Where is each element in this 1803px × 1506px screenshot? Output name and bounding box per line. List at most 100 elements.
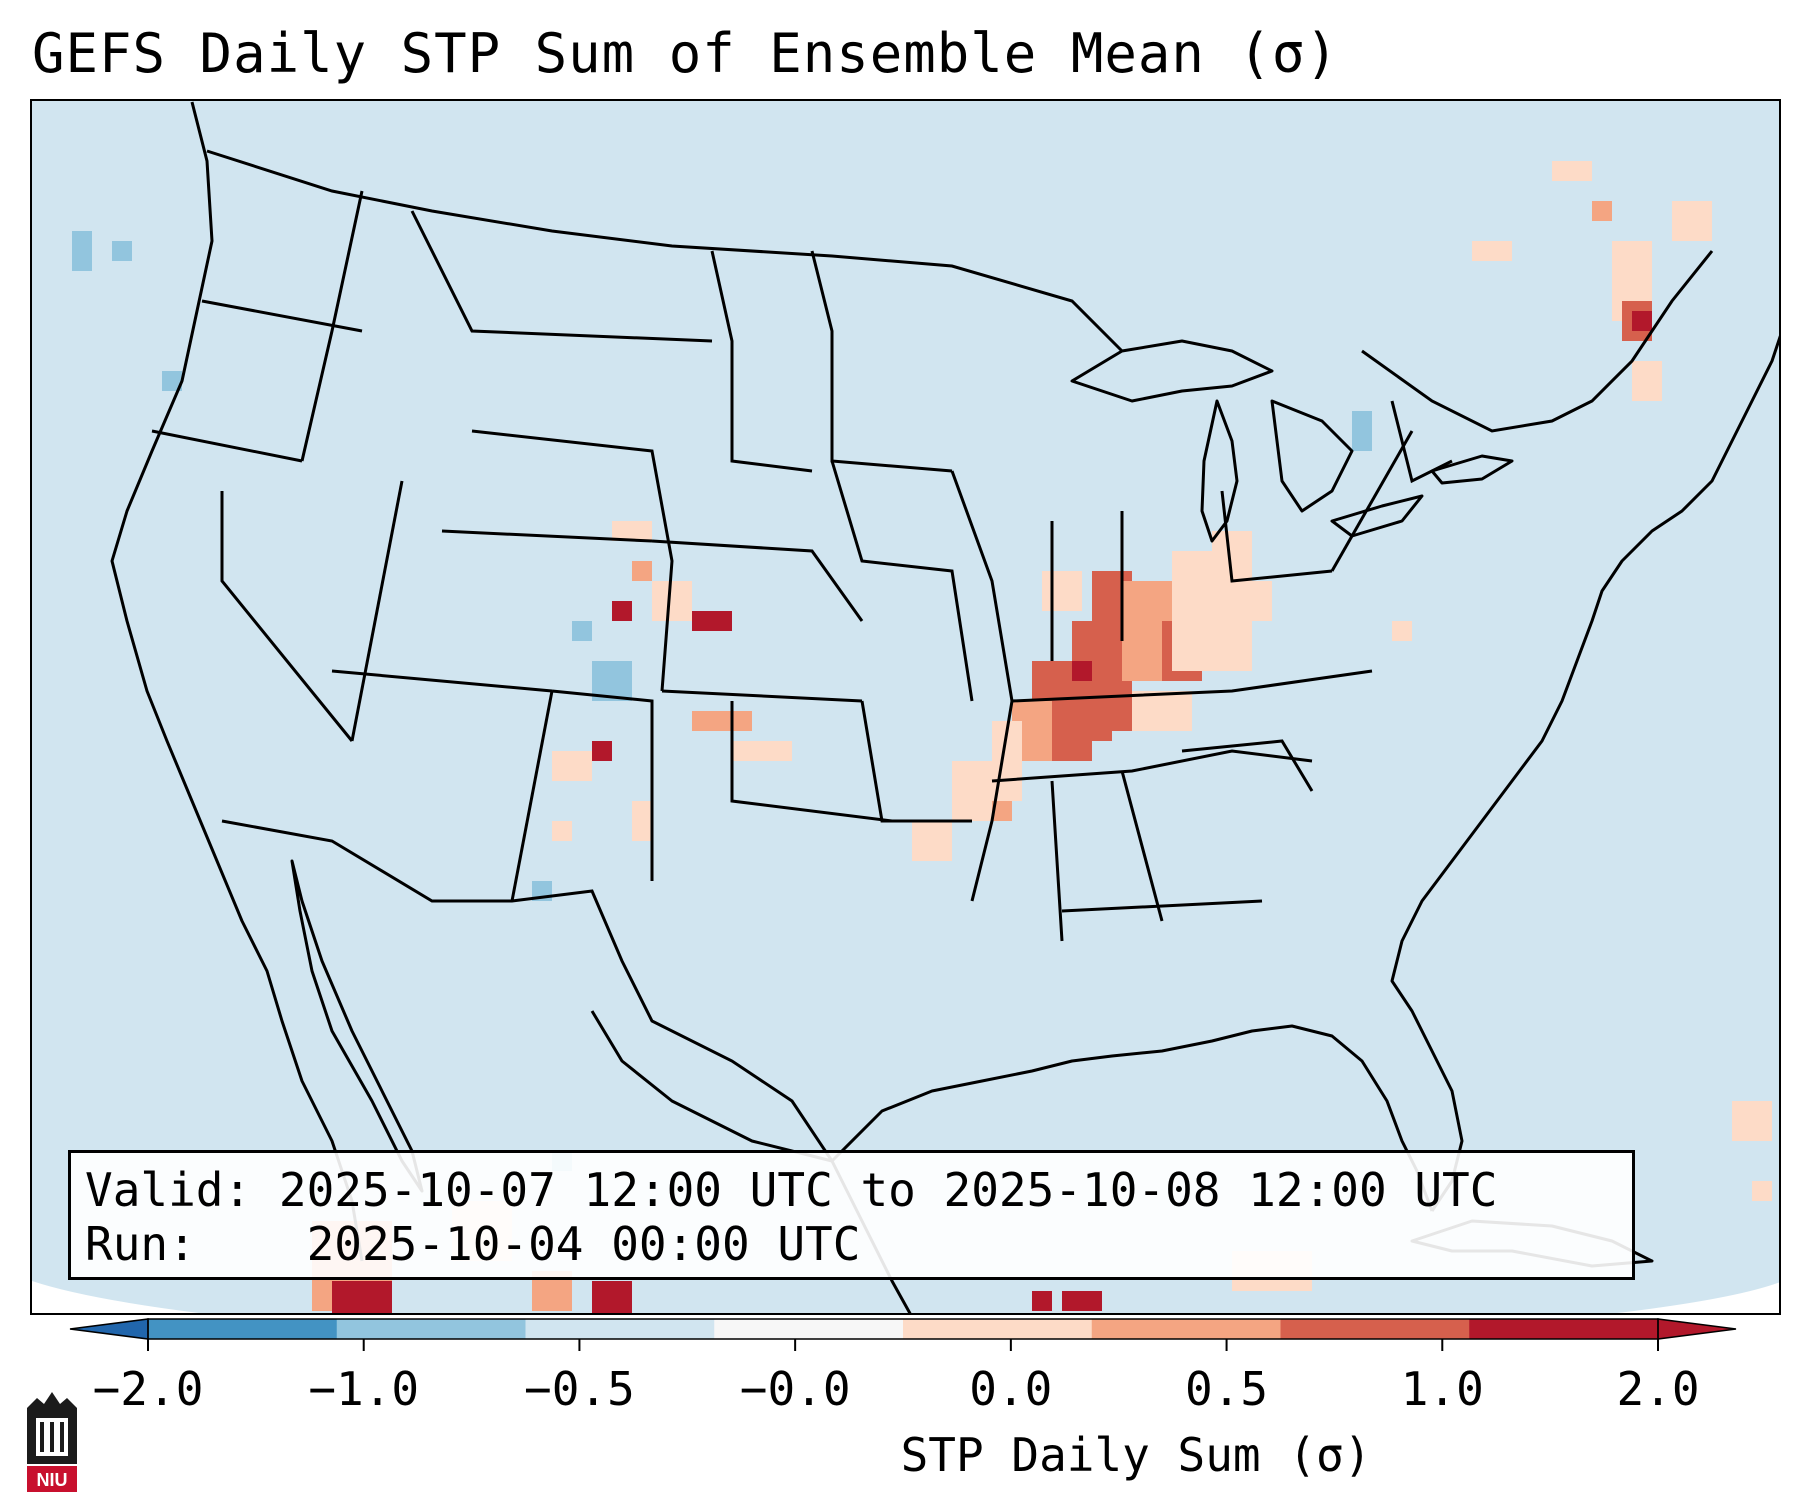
coastlines — [110, 101, 1779, 1313]
stp-cell — [1592, 201, 1612, 221]
conus-map — [32, 101, 1779, 1313]
stp-cell — [1632, 311, 1652, 331]
border-wa-or — [201, 299, 363, 333]
border-co — [471, 429, 674, 692]
colorbar-label: STP Daily Sum (σ) — [900, 1428, 1372, 1482]
border-or-ca — [151, 429, 303, 463]
stp-cell — [162, 371, 182, 391]
stp-cell — [1042, 571, 1082, 611]
border-sc-nc — [1181, 739, 1314, 792]
colorbar-segments — [148, 1319, 1659, 1339]
border-ny — [1330, 430, 1414, 572]
stp-cell — [552, 821, 572, 841]
colorbar-segment — [148, 1319, 338, 1339]
niu-logo: NIU — [27, 1392, 77, 1492]
stp-cell — [1062, 1291, 1102, 1311]
border-ks-ok — [661, 689, 863, 703]
lake-ontario — [1430, 454, 1514, 485]
stp-cell — [612, 521, 652, 541]
stp-cell — [1552, 161, 1592, 181]
stp-cell — [992, 801, 1012, 821]
stp-cell — [332, 1281, 392, 1313]
colorbar-tick-label: 1.0 — [1400, 1362, 1484, 1416]
lake-erie — [1330, 494, 1424, 538]
stp-cell — [1132, 691, 1192, 731]
run-label: Run: — [85, 1217, 196, 1271]
map-title: GEFS Daily STP Sum of Ensemble Mean (σ) — [32, 22, 1339, 85]
colorbar-segment — [336, 1319, 526, 1339]
border-az-nm — [510, 690, 554, 902]
stp-cell — [72, 231, 92, 271]
stp-cell — [572, 621, 592, 641]
map-panel[interactable] — [30, 99, 1781, 1315]
lake-michigan — [1200, 399, 1239, 543]
niu-logo-text: NIU — [37, 1470, 68, 1490]
stp-cell — [1672, 201, 1712, 241]
pacific-coast — [110, 101, 364, 1262]
stp-cell — [1632, 361, 1662, 401]
colorbar-tick-label: 0.0 — [969, 1362, 1053, 1416]
valid-label: Valid: — [85, 1163, 252, 1217]
border-ut-az — [331, 669, 553, 693]
border-oh-pa — [1220, 490, 1333, 583]
stp-cell — [732, 741, 792, 761]
valid-text: 2025-10-07 12:00 UTC to 2025-10-08 12:00… — [278, 1163, 1498, 1217]
colorbar-tick-label: 2.0 — [1616, 1362, 1700, 1416]
canada-border-east — [1361, 250, 1714, 433]
colorbar — [69, 1318, 1737, 1351]
colorbar-ticks — [147, 1339, 1659, 1351]
stp-cell — [552, 751, 592, 781]
border-ky-tn — [1011, 669, 1373, 703]
border-id — [300, 190, 364, 462]
colorbar-extend-high — [1657, 1318, 1737, 1340]
atlantic-coast — [1390, 335, 1779, 1212]
stp-cell — [112, 241, 132, 261]
border-mn — [810, 250, 953, 473]
colorbar-segment — [714, 1319, 904, 1339]
border-ne-ks — [651, 539, 864, 622]
border-wy-co — [441, 529, 653, 543]
stp-cell — [1072, 661, 1092, 681]
border-ms-al — [1050, 780, 1064, 942]
state-borders — [151, 149, 1714, 1162]
canada-border — [206, 149, 1124, 353]
stp-cell — [592, 1281, 632, 1313]
border-ia-mo — [830, 460, 974, 702]
border-dakotas — [710, 250, 813, 473]
mexico-border — [221, 819, 834, 1162]
colorbar-segment — [1469, 1319, 1659, 1339]
projection-fill — [32, 101, 1779, 1313]
border-ca-nv — [220, 491, 354, 742]
border-ok-tx — [730, 701, 893, 823]
stp-cell — [632, 801, 652, 841]
colorbar-tick-label: −0.0 — [739, 1362, 851, 1416]
stp-cell — [1212, 531, 1252, 571]
lake-superior — [1070, 339, 1274, 403]
border-ne-states — [1390, 400, 1453, 484]
gulf-coast — [590, 1010, 1434, 1212]
stp-cell — [612, 601, 632, 621]
border-nv-ut — [350, 480, 404, 742]
lake-huron — [1270, 399, 1354, 513]
colorbar-segment — [903, 1319, 1093, 1339]
colorbar-segment — [1280, 1319, 1470, 1339]
stp-cell — [1732, 1101, 1772, 1141]
border-tn-south — [991, 749, 1313, 783]
stp-cell — [592, 741, 612, 761]
stp-cell — [1032, 1291, 1052, 1311]
stp-cell — [692, 711, 752, 731]
stp-cell — [912, 821, 952, 861]
valid-run-info-box: Valid: 2025-10-07 12:00 UTC to 2025-10-0… — [68, 1150, 1635, 1280]
border-ar-la — [860, 700, 972, 823]
colorbar-tick-label: −1.0 — [308, 1362, 420, 1416]
colorbar-segment — [525, 1319, 715, 1339]
colorbar-tick-label: −0.5 — [524, 1362, 635, 1416]
stp-cell — [1392, 621, 1412, 641]
stp-cell — [632, 561, 652, 581]
colorbar-segment — [1091, 1319, 1281, 1339]
border-al-ga — [1120, 770, 1164, 922]
stp-cell — [652, 581, 692, 621]
run-line: Run: 2025-10-04 00:00 UTC — [85, 1217, 1618, 1271]
colorbar-tick-label: −2.0 — [92, 1362, 204, 1416]
colorbar-outline — [147, 1318, 1659, 1340]
